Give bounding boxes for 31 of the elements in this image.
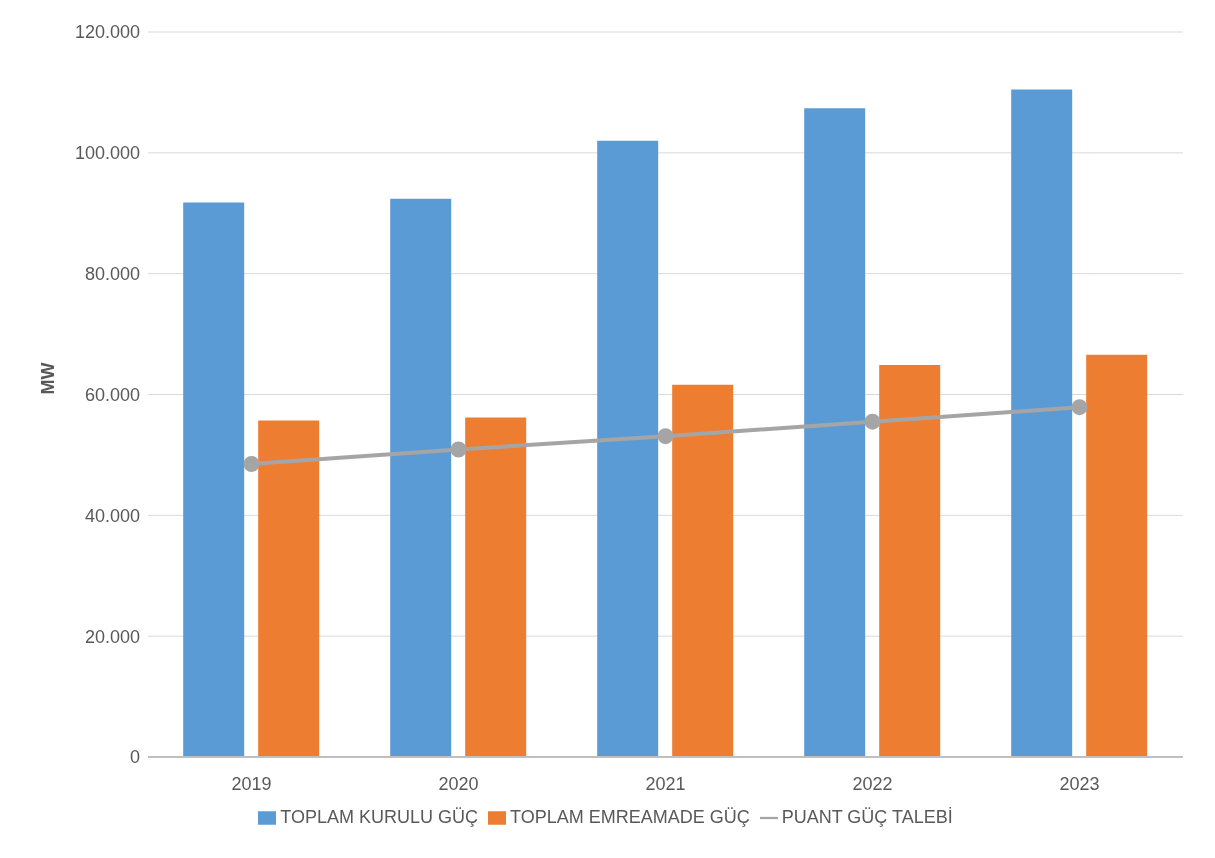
bar <box>183 202 245 757</box>
bar <box>1086 354 1148 757</box>
x-tick-label: 2022 <box>852 773 893 794</box>
legend-label: TOPLAM EMREAMADE GÜÇ <box>509 807 750 827</box>
point <box>450 441 467 458</box>
x-tick-label: 2020 <box>438 773 479 794</box>
x-tick-label: 2023 <box>1059 773 1100 794</box>
point <box>657 428 674 445</box>
x-tick-label: 2019 <box>231 773 272 794</box>
x-tick-label: 2021 <box>645 773 686 794</box>
bar <box>597 140 659 757</box>
bar <box>465 417 527 757</box>
y-tick-label: 40.000 <box>84 505 140 526</box>
y-axis-title: MW <box>38 362 59 395</box>
bar <box>804 108 866 757</box>
point <box>864 413 881 430</box>
bar <box>672 384 734 757</box>
y-tick-label: 20.000 <box>84 626 140 647</box>
y-tick-label: 80.000 <box>84 264 140 285</box>
y-tick-label: 120.000 <box>74 22 140 43</box>
y-tick-label: 60.000 <box>84 384 140 405</box>
legend-label: PUANT GÜÇ TALEBİ <box>781 807 953 827</box>
bar <box>390 198 452 757</box>
bar <box>879 364 941 757</box>
bar <box>258 420 320 757</box>
y-tick-label: 0 <box>129 747 140 768</box>
point <box>243 455 260 472</box>
y-tick-label: 100.000 <box>74 143 140 164</box>
point <box>1071 399 1088 416</box>
bar <box>1011 89 1073 757</box>
legend-label: TOPLAM KURULU GÜÇ <box>280 807 478 827</box>
